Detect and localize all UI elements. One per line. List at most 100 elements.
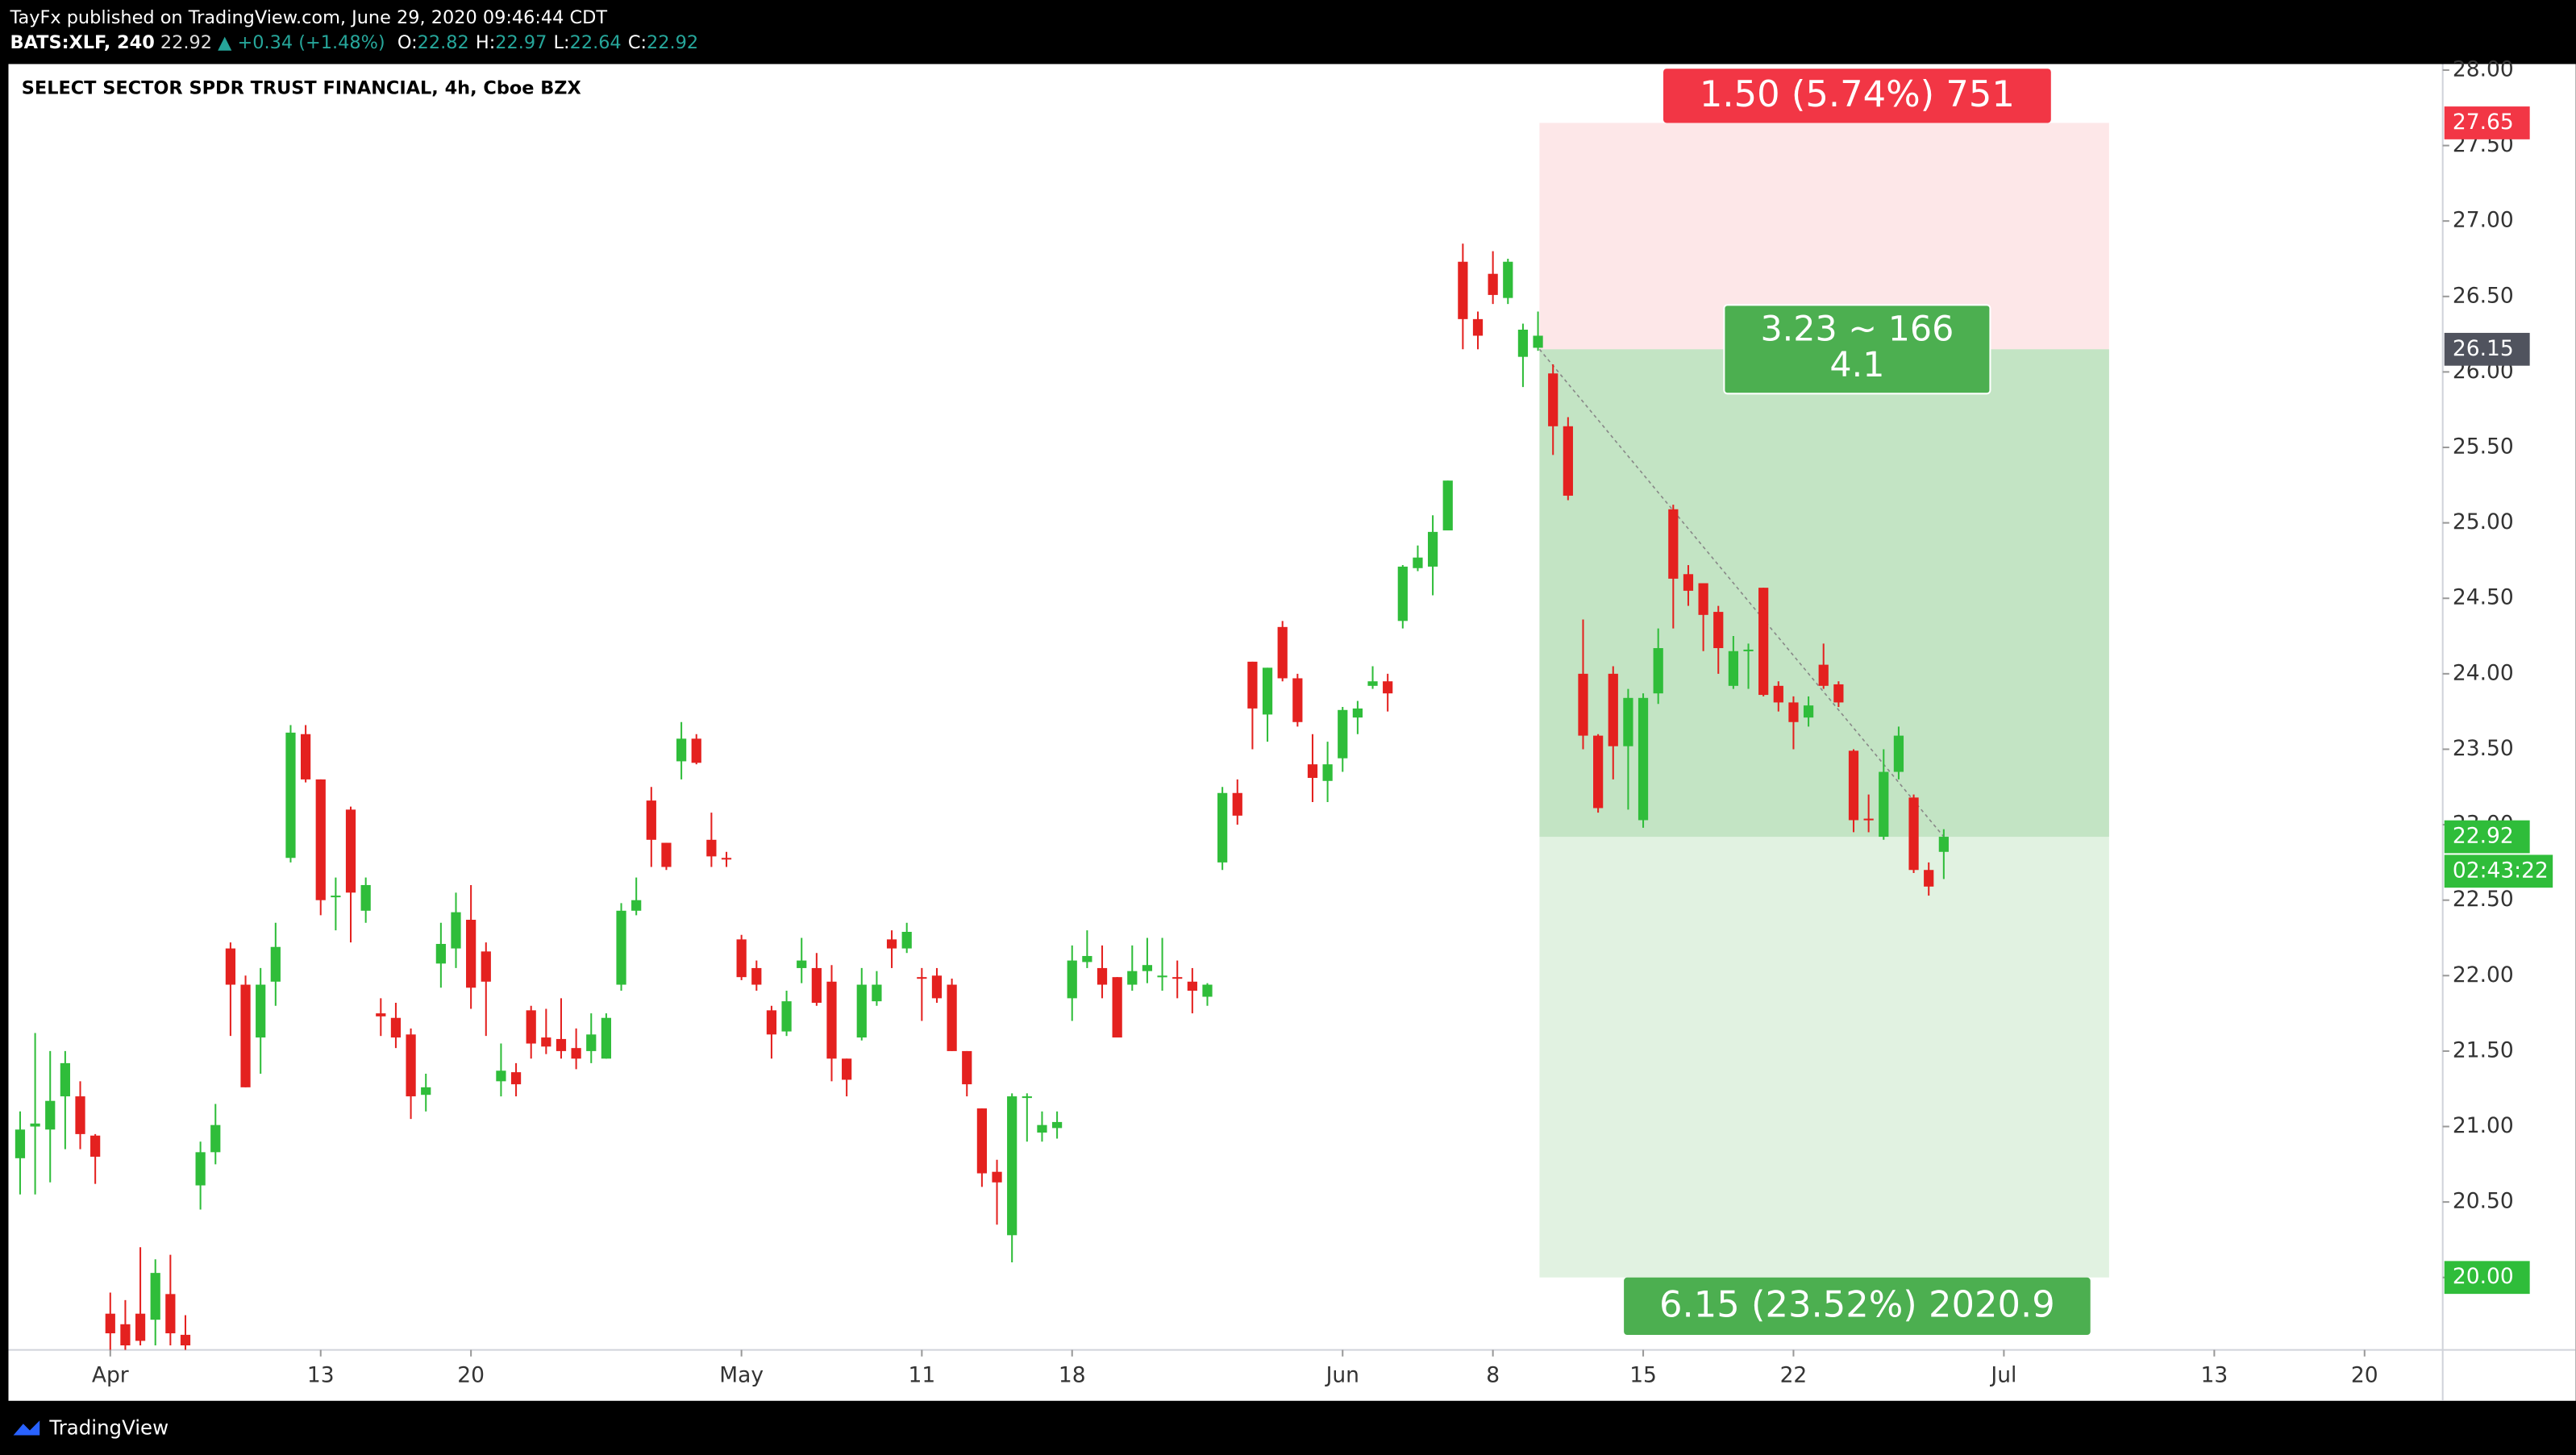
candle-body [736, 939, 747, 978]
candle-body [466, 920, 476, 988]
candle-body [571, 1048, 581, 1059]
candle-body [300, 734, 311, 779]
candle-body [976, 1108, 988, 1174]
candle-body [811, 967, 822, 1003]
candle-body [886, 939, 897, 949]
candle-body [75, 1096, 85, 1134]
last-price: 22.92 [160, 31, 212, 52]
ratio-sub: 4.1 [1829, 345, 1884, 385]
candle-body [421, 1087, 431, 1095]
candle-body [1879, 771, 1889, 838]
footer-brand: TradingView [48, 1416, 169, 1439]
y-tick-label: 20.50 [2453, 1189, 2514, 1214]
stop-price-tag: 27.65 [2453, 110, 2514, 135]
candle-body [1713, 612, 1724, 649]
candle-body [1938, 837, 1949, 852]
candle-body [135, 1313, 146, 1341]
x-tick-label: 22 [1780, 1363, 1808, 1388]
candle-body [105, 1313, 115, 1334]
candle-body [240, 984, 251, 1087]
candle-body [1833, 684, 1844, 703]
candle-body [1488, 273, 1498, 295]
ohlc-value: 22.64 [570, 31, 622, 52]
reward-text: 6.15 (23.52%) 2020.9 [1659, 1282, 2055, 1325]
ratio-text: 3.23 ~ 166 [1760, 309, 1954, 349]
candle-body [285, 732, 296, 858]
candle-body [406, 1034, 416, 1097]
candle-body [1217, 792, 1228, 863]
candle-body [1924, 870, 1934, 887]
candle-body [586, 1034, 597, 1051]
candle-body [1563, 426, 1573, 496]
candle-body [315, 779, 326, 900]
x-tick-label: 20 [457, 1363, 485, 1388]
candle-body [631, 900, 642, 911]
candle-body [947, 984, 957, 1051]
candle-body [1638, 697, 1649, 821]
y-tick-label: 25.50 [2453, 434, 2514, 459]
candle-body [1593, 735, 1604, 809]
candle-body [691, 738, 701, 763]
candle-body [1608, 673, 1618, 746]
x-tick-label: 13 [307, 1363, 335, 1388]
x-tick-label: May [719, 1363, 764, 1388]
candle-body [376, 1013, 386, 1016]
y-tick-label: 24.50 [2453, 585, 2514, 610]
current-price-tag: 22.92 [2453, 824, 2514, 849]
candle-body [390, 1017, 402, 1038]
candle-body [45, 1100, 56, 1130]
candle-body [165, 1294, 176, 1334]
candle-body [1022, 1096, 1032, 1099]
candle-body [496, 1070, 506, 1082]
candle-body [526, 1010, 536, 1044]
x-tick-label: 13 [2201, 1363, 2229, 1388]
candle-body [1292, 678, 1303, 722]
candle-body [1578, 673, 1588, 736]
candle-body [1172, 977, 1183, 979]
candle-body [826, 981, 837, 1059]
candle-body [616, 910, 626, 985]
symbol-line: BATS:XLF, 240 22.92 ▲ +0.34 (+1.48%) O:2… [10, 31, 699, 52]
stop-price-tag-bg [2444, 106, 2530, 139]
ohlc-value: 22.82 [418, 31, 469, 52]
candle-body [510, 1072, 522, 1085]
candle-body [15, 1129, 26, 1158]
candle-body [180, 1334, 191, 1345]
candle-body [856, 984, 867, 1038]
candle-body [1262, 667, 1273, 715]
candle-body [1728, 651, 1738, 686]
candle-body [1232, 792, 1242, 816]
candle-body [1307, 764, 1318, 779]
candle-body [901, 932, 912, 949]
candle-body [917, 977, 927, 979]
candle-body [721, 858, 732, 860]
candle-body [1247, 661, 1258, 709]
candle-body [1668, 509, 1679, 579]
y-tick-label: 24.00 [2453, 660, 2514, 685]
candle-body [781, 1001, 792, 1032]
candle-body [1743, 649, 1754, 651]
candle-body [1698, 583, 1708, 615]
candle-body [195, 1152, 206, 1186]
entry-price-tag-bg [2444, 332, 2530, 366]
candle-body [992, 1171, 1002, 1183]
risk-text: 1.50 (5.74%) 751 [1700, 73, 2015, 115]
candle-body [120, 1324, 131, 1345]
candle-body [1322, 764, 1333, 781]
candle-body [360, 884, 371, 911]
candle-body [1803, 705, 1814, 718]
candle-body [661, 842, 672, 867]
candle-body [1893, 735, 1904, 772]
candle-body [1277, 626, 1288, 679]
candle-body [1472, 318, 1484, 336]
candle-body [1051, 1121, 1063, 1129]
y-tick-label: 23.50 [2453, 736, 2514, 761]
candle-body [706, 839, 717, 857]
candle-body [676, 738, 687, 762]
target-price-tag: 20.00 [2453, 1264, 2514, 1289]
candle-body [1773, 685, 1783, 703]
candle-body [1908, 797, 1919, 871]
x-tick-label: 15 [1629, 1363, 1657, 1388]
candle-body [1548, 373, 1559, 426]
